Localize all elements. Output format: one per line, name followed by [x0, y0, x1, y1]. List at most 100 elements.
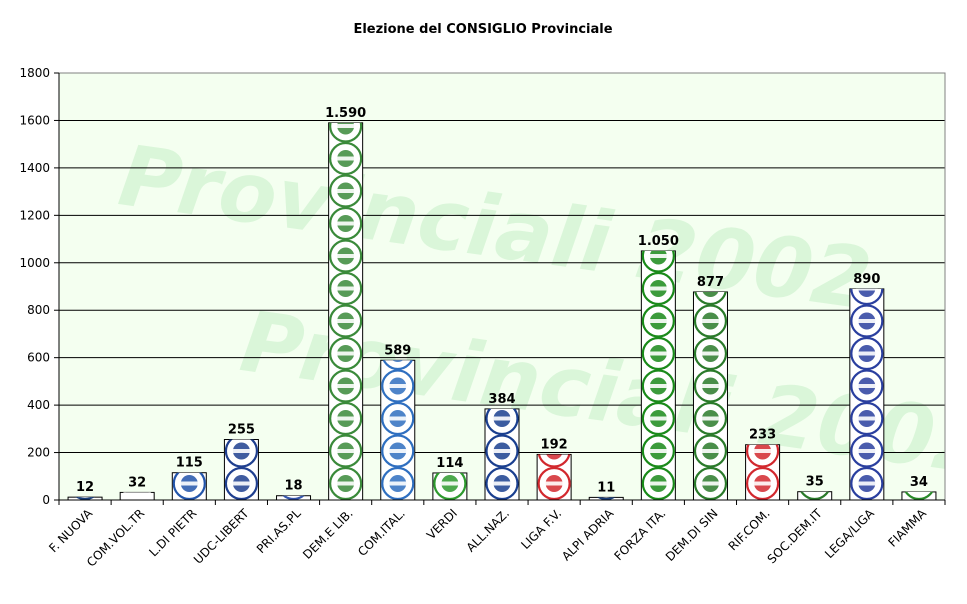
bar-dem-di-sin [692, 291, 728, 501]
logo-band [334, 156, 357, 161]
data-labels: 12 32 115 255 18 1.590 589 114 384 192 11 1.050 877 2… [76, 106, 928, 496]
y-tick-label: 0 [42, 493, 50, 507]
hammer-sickle-logo [381, 360, 415, 501]
logo-band [334, 351, 357, 356]
logo-band [855, 319, 878, 323]
logo-band [491, 481, 513, 486]
logo-band [855, 384, 878, 388]
logo-band [647, 286, 670, 291]
logo-band [386, 481, 409, 486]
logo-band [699, 449, 722, 453]
logo-band [751, 481, 774, 486]
logo-circle [382, 360, 413, 371]
x-tick-label: FORZA ITA. [611, 506, 668, 563]
flame-logo [75, 497, 95, 500]
logo-band [699, 481, 722, 486]
y-tick-label: 1000 [19, 256, 50, 270]
alleanza-nazionale-logo [485, 408, 519, 501]
logo-band [439, 481, 461, 486]
sun-logo [433, 472, 467, 500]
x-tick-label: UDC-LIBERT [191, 506, 252, 567]
bar-com-ital [380, 359, 416, 501]
data-label: 12 [76, 480, 94, 495]
oak-tree-logo [693, 291, 728, 500]
bar-all-naz [484, 408, 520, 501]
logo-band [334, 286, 357, 291]
logo-band [699, 319, 722, 323]
logo-band [855, 481, 878, 486]
data-label: 890 [853, 272, 880, 287]
logo-band [386, 416, 409, 421]
x-tick-label: COM.ITAL. [355, 506, 408, 559]
y-tick-label: 400 [27, 398, 50, 412]
bar-dem-e-lib [328, 122, 364, 501]
logo-center [392, 360, 403, 363]
logo-band [855, 351, 878, 356]
x-tick-label: DEM.E LIB. [300, 506, 356, 562]
dipietro-logo [172, 472, 206, 501]
data-label: 233 [749, 428, 776, 443]
x-tick-label: VERDI [424, 506, 460, 542]
data-label: 115 [176, 456, 203, 471]
data-label: 192 [541, 437, 568, 452]
logo-band [491, 449, 513, 453]
forza-italia-logo [641, 250, 675, 500]
x-tick-label: DEM.DI SIN [663, 506, 721, 564]
x-tick-label: L.DI PIETR [146, 506, 199, 559]
logo-band [230, 449, 253, 453]
logo-band [647, 254, 670, 258]
x-tick-label: F. NUOVA [46, 506, 96, 556]
logo-band [855, 288, 878, 291]
data-label: 1.050 [638, 234, 679, 249]
chart-title: Elezione del CONSIGLIO Provinciale [353, 22, 612, 37]
data-label: 114 [436, 456, 463, 471]
logo-band [334, 189, 357, 193]
x-tick-label: LIGA F.V. [518, 506, 564, 552]
logo-band [334, 416, 357, 421]
logo-circle [537, 454, 571, 468]
logo-circle [123, 492, 152, 500]
y-tick-label: 600 [27, 351, 50, 365]
logo-band [647, 416, 670, 421]
x-tick-label: RIF.COM. [726, 506, 773, 553]
data-label: 18 [284, 479, 302, 494]
y-tick-label: 1800 [19, 66, 50, 80]
lion-logo [537, 454, 571, 501]
logo-center [858, 288, 876, 298]
bar-udc-libert [223, 439, 259, 501]
logo-band [230, 481, 253, 486]
logo-band [699, 351, 722, 356]
udc-shield-logo [224, 439, 259, 500]
data-label: 384 [488, 392, 515, 407]
party-logo [123, 492, 152, 500]
logo-circle [282, 495, 305, 501]
logo-band [386, 384, 409, 388]
bar-forza-ita [640, 250, 676, 501]
logo-band [334, 254, 357, 258]
party-logo [597, 497, 616, 501]
logo-band [334, 319, 357, 323]
logo-center [702, 291, 719, 298]
bar-verdi [432, 472, 468, 501]
bars [67, 122, 937, 501]
data-label: 589 [384, 343, 411, 358]
party-logo [282, 495, 305, 501]
data-label: 255 [228, 423, 255, 438]
logo-band [751, 449, 774, 453]
logo-band [647, 319, 670, 323]
logo-band [178, 481, 201, 486]
logo-band [334, 384, 357, 388]
logo-circle [75, 497, 95, 500]
rose-logo [800, 491, 830, 501]
data-label: 11 [597, 480, 615, 495]
y-tick-label: 1400 [19, 161, 50, 175]
logo-band [699, 416, 722, 421]
bar-l-di-pietr [171, 472, 207, 501]
logo-band [334, 124, 357, 128]
y-tick-label: 1200 [19, 208, 50, 222]
logo-band [855, 449, 878, 453]
x-tick-label: FIAMMA [886, 506, 930, 550]
y-tick-label: 800 [27, 303, 50, 317]
